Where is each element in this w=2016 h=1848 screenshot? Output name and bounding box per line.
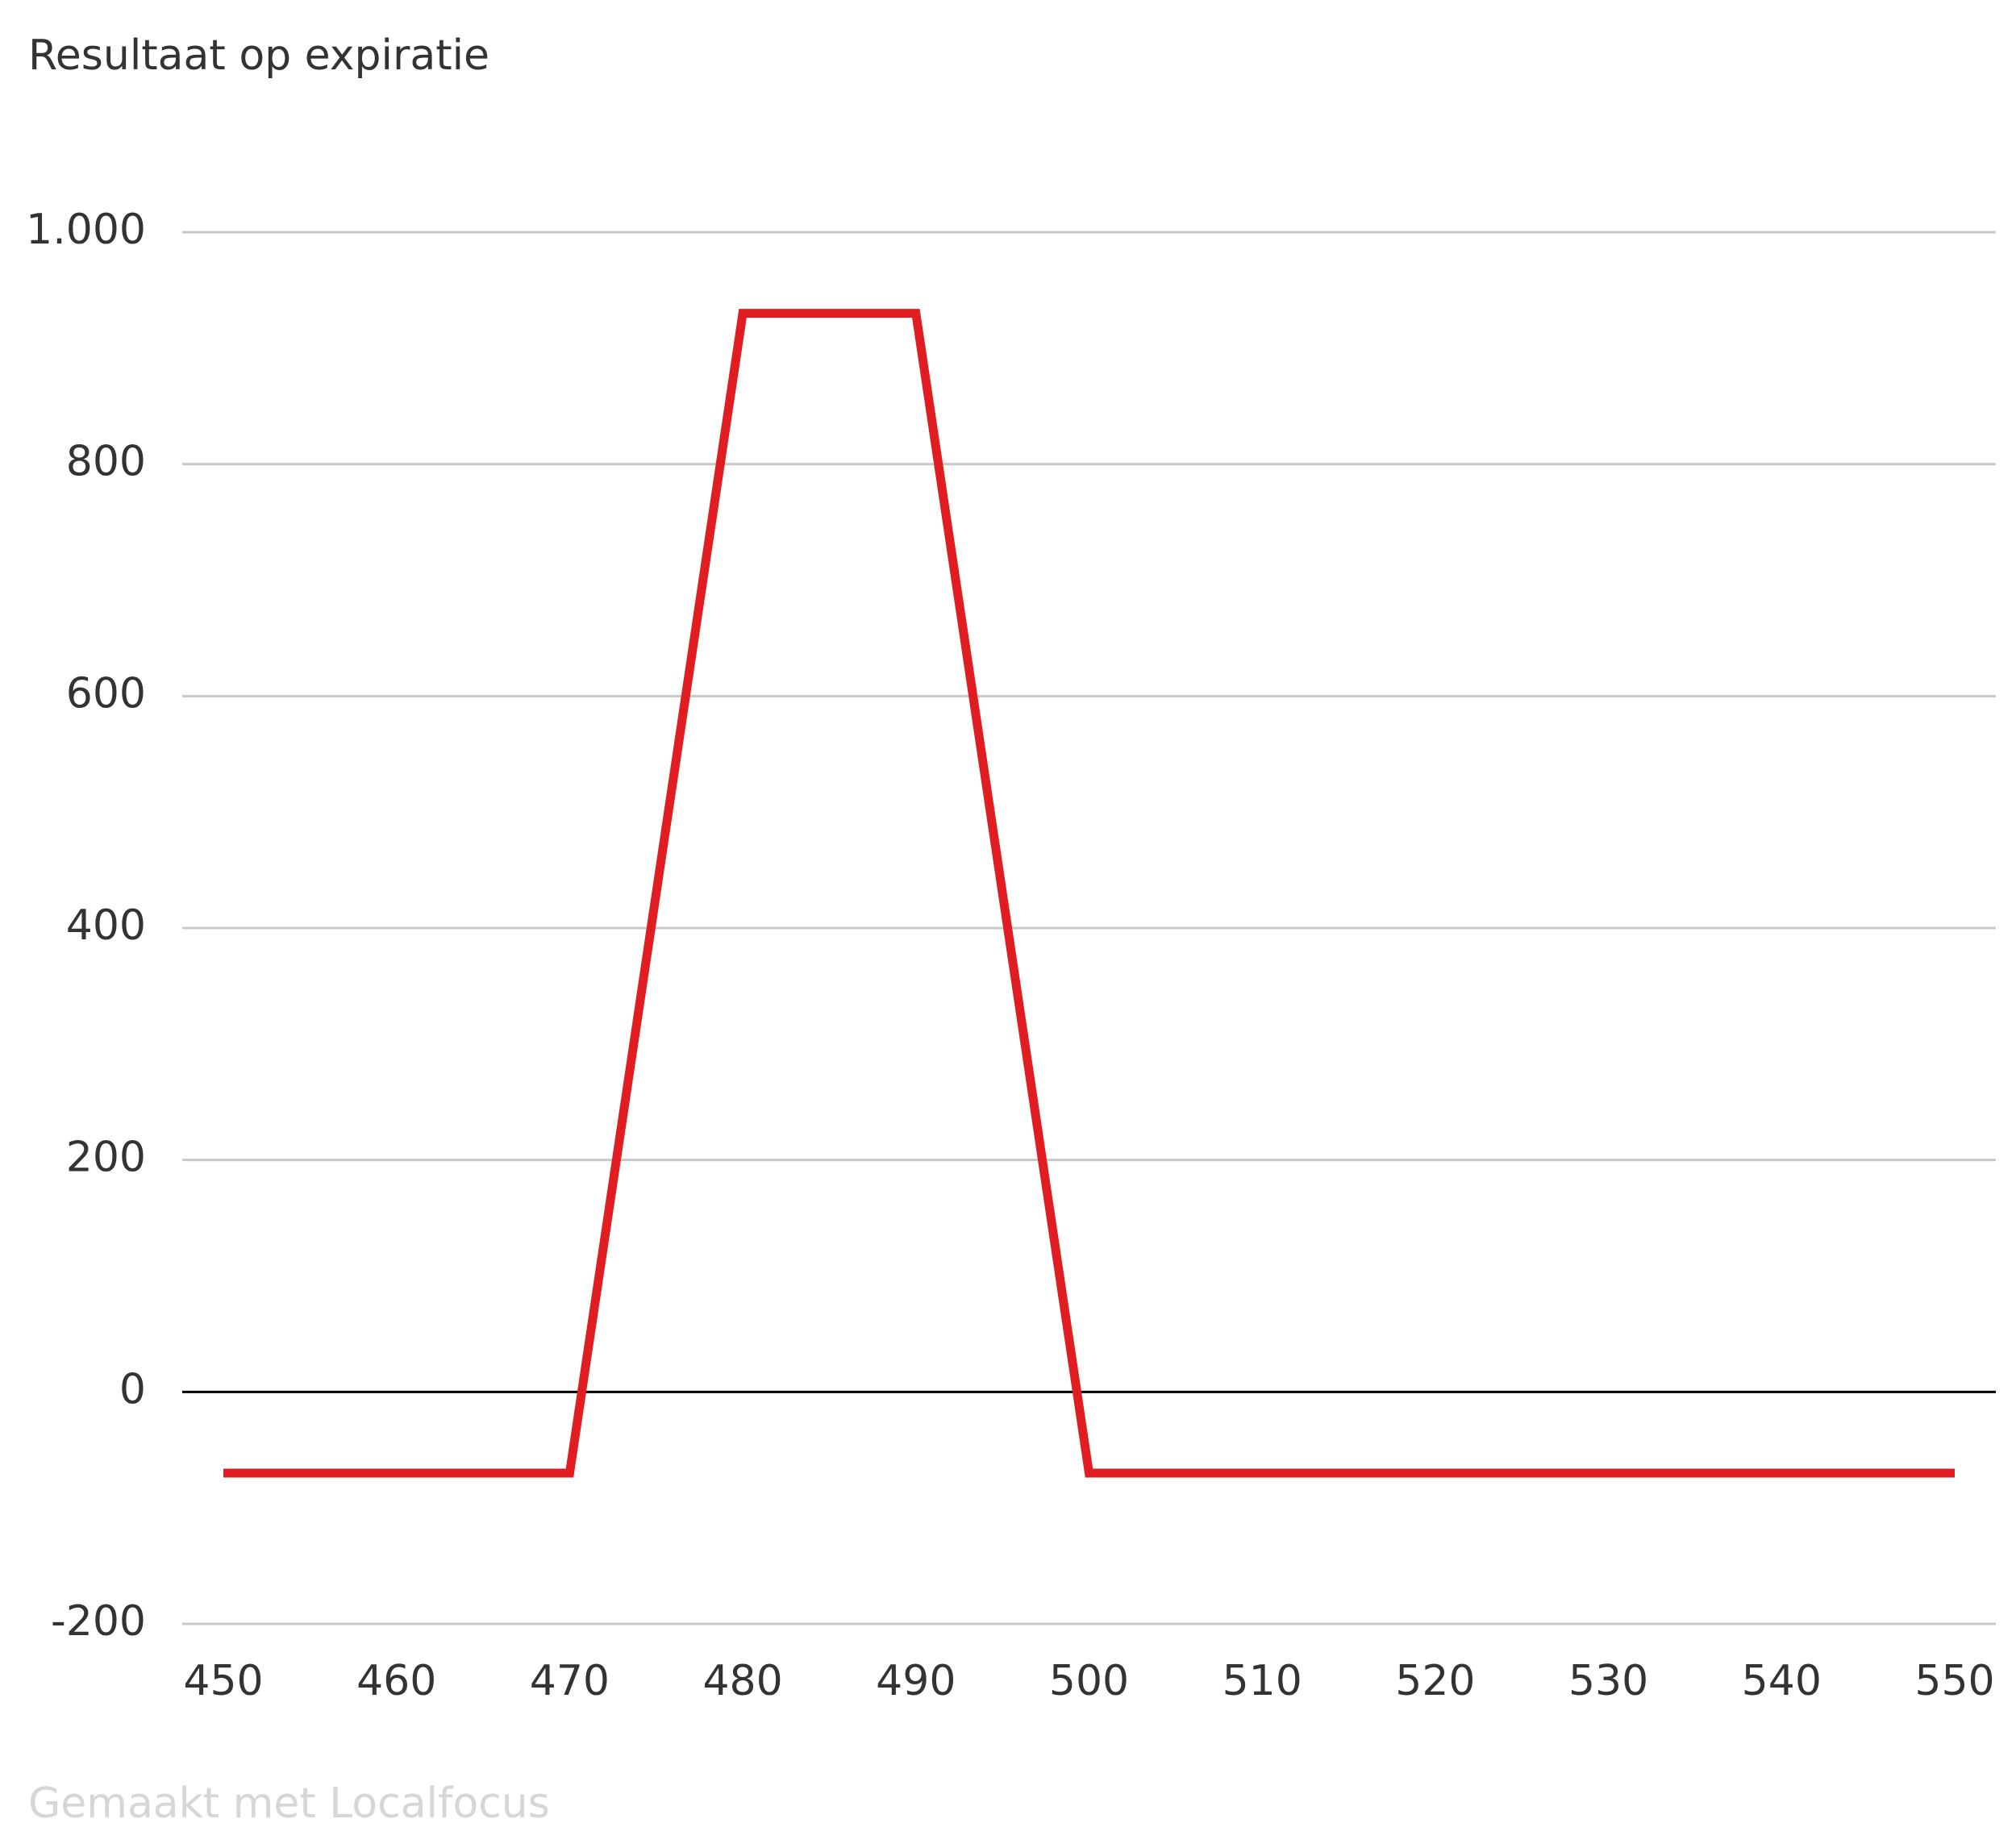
x-tick-label: 520: [1395, 1657, 1475, 1705]
footer: Gemaakt met Localfocus: [28, 1779, 550, 1828]
x-tick-label: 490: [876, 1657, 956, 1705]
x-tick-label: 550: [1914, 1657, 1994, 1705]
y-tick-label: 800: [66, 438, 146, 486]
y-tick-label: -200: [51, 1597, 146, 1646]
line: [223, 309, 1955, 1478]
x-tick-label: 500: [1049, 1657, 1129, 1705]
x-tick-label: 480: [702, 1657, 782, 1705]
y-tick-label: 600: [66, 669, 146, 718]
x-tick-label: 510: [1223, 1657, 1302, 1705]
x-tick-label: 530: [1568, 1657, 1648, 1705]
y-tick-label: 1.000: [26, 206, 146, 254]
x-tick-label: 460: [356, 1657, 436, 1705]
x-tick-label: 540: [1742, 1657, 1822, 1705]
y-tick-label: 200: [66, 1134, 146, 1182]
x-tick-label: 450: [183, 1657, 263, 1705]
y-tick-label: 0: [119, 1365, 146, 1413]
chart-title: Resultaat op expiratie: [28, 31, 489, 80]
y-tick-label: 400: [66, 901, 146, 950]
x-tick-label: 470: [530, 1657, 610, 1705]
